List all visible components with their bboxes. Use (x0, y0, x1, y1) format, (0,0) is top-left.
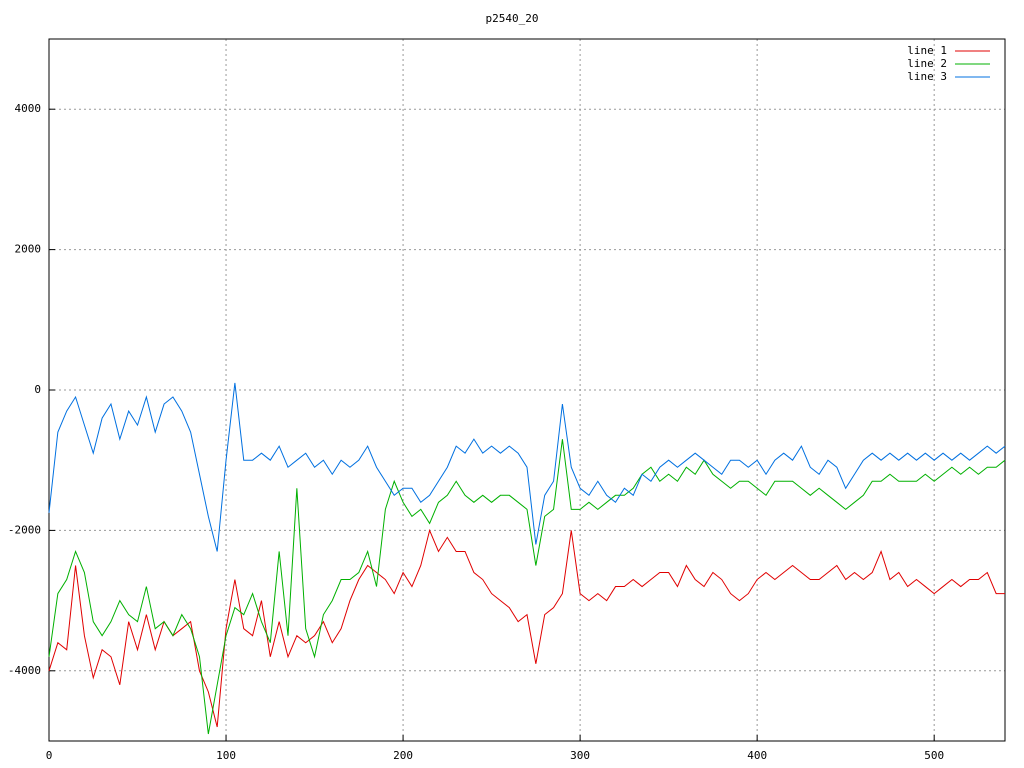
plot-frame (48, 38, 1006, 742)
legend-label: line 3 (907, 70, 947, 83)
x-tick-label: 100 (216, 749, 236, 762)
y-tick-label: -4000 (8, 664, 41, 677)
x-tick-label: 400 (747, 749, 767, 762)
x-tick-label: 200 (393, 749, 413, 762)
x-tick-label: 0 (46, 749, 53, 762)
x-tick-label: 300 (570, 749, 590, 762)
line-series (48, 439, 1006, 735)
legend-label: line 1 (907, 44, 947, 57)
chart-title: p2540_20 (486, 12, 539, 25)
x-tick-label: 500 (924, 749, 944, 762)
line-series (48, 528, 1005, 728)
y-tick-label: 2000 (15, 243, 42, 256)
legend-label: line 2 (907, 57, 947, 70)
y-tick-label: 4000 (15, 102, 42, 115)
y-tick-label: 0 (34, 383, 41, 396)
y-tick-label: -2000 (8, 523, 41, 536)
line-series (48, 382, 1006, 552)
